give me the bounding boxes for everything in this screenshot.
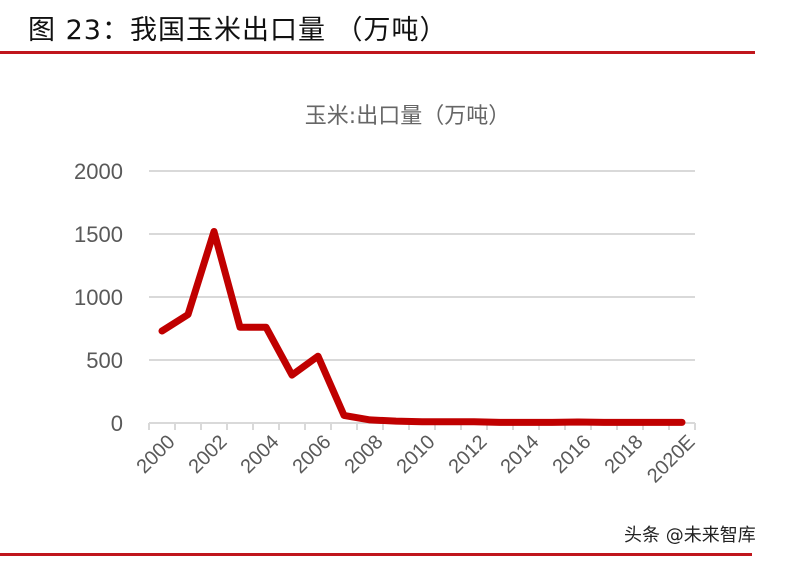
gridlines — [149, 170, 695, 361]
watermark: 头条 @未来智库 — [624, 525, 756, 546]
x-tick-label: 2010 — [393, 431, 440, 478]
series-line — [158, 228, 686, 426]
x-tick-label: 2000 — [133, 431, 180, 478]
x-tick-label: 2012 — [445, 431, 492, 478]
chart-title: 玉米:出口量（万吨） — [304, 104, 511, 129]
x-tick-label: 2004 — [237, 431, 284, 478]
x-tick-label: 2006 — [289, 431, 336, 478]
x-tick-label: 2014 — [497, 431, 544, 478]
y-tick-label: 1500 — [74, 222, 123, 247]
bottom-rule — [0, 553, 752, 556]
x-tick-label: 2020E — [643, 431, 699, 487]
y-axis-labels: 0 500 1000 1500 2000 — [74, 159, 123, 436]
y-tick-label: 1000 — [74, 285, 123, 310]
x-tick-label: 2016 — [549, 431, 596, 478]
y-tick-label: 2000 — [74, 159, 123, 184]
y-tick-label: 0 — [111, 411, 123, 436]
x-tick-label: 2018 — [601, 431, 648, 478]
x-axis: 2000 2002 2004 2006 2008 2010 2012 2014 2016 2018… — [133, 422, 700, 487]
top-rule — [0, 51, 755, 54]
figure-title: 图 23：我国玉米出口量 （万吨） — [28, 15, 448, 46]
x-tick-label: 2008 — [341, 431, 388, 478]
x-tick-label: 2002 — [185, 431, 232, 478]
y-tick-label: 500 — [86, 348, 123, 373]
